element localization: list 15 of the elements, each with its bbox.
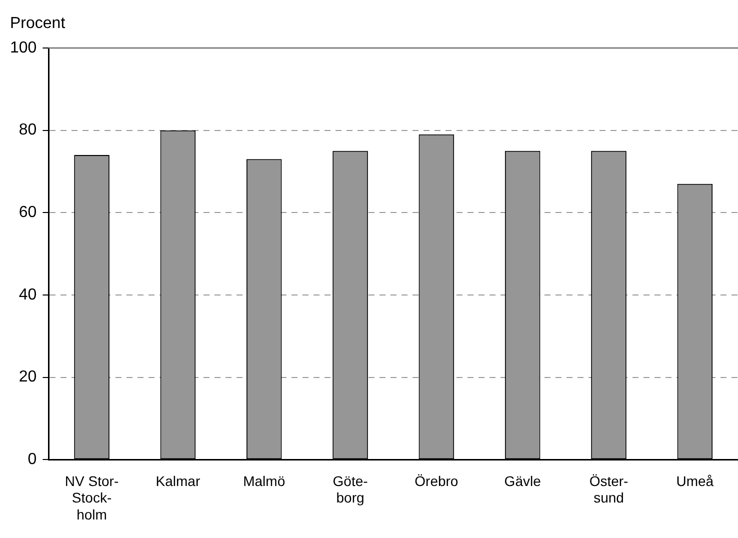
x-tick-label: Öster- sund xyxy=(589,472,629,506)
y-tick-label: 100 xyxy=(10,39,37,56)
y-tick-label: 60 xyxy=(18,204,37,222)
y-tick-label: 20 xyxy=(18,368,37,386)
x-tick-label: Malmö xyxy=(243,472,286,489)
x-tick-label: Kalmar xyxy=(156,472,200,489)
x-tick-label: NV Stor- Stock- holm xyxy=(64,472,119,522)
x-tick-label: Örebro xyxy=(414,472,458,489)
y-tick-label: 0 xyxy=(28,451,37,468)
x-tick-label: Gävle xyxy=(504,472,542,489)
x-tick-label: Umeå xyxy=(676,472,714,489)
y-tick-label: 80 xyxy=(18,122,37,139)
y-axis-title: Procent xyxy=(10,15,66,32)
y-tick-label: 40 xyxy=(18,286,37,304)
x-tick-label: Göte- borg xyxy=(332,472,368,506)
